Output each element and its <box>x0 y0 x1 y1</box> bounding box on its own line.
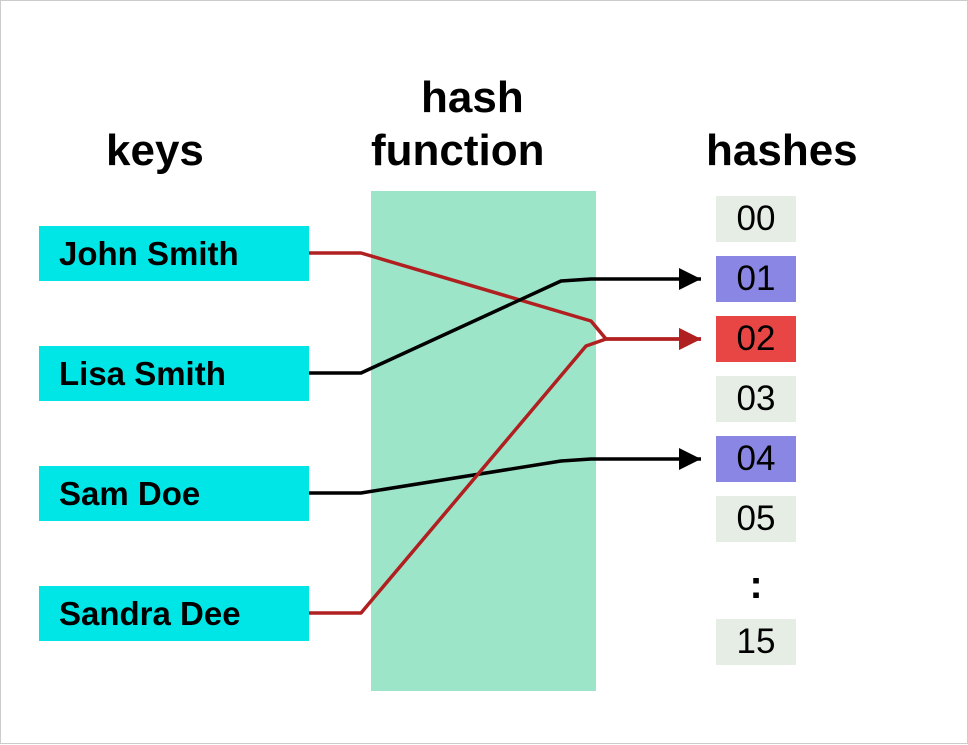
key-row-0: John Smith <box>39 226 309 281</box>
header-hashes: hashes <box>706 126 858 176</box>
header-keys: keys <box>106 126 204 176</box>
hash-label: 02 <box>737 319 776 359</box>
key-label: Lisa Smith <box>59 355 226 393</box>
header-func-1: hash <box>421 73 524 123</box>
hash-cell-5: 05 <box>716 496 796 542</box>
hash-label: 00 <box>737 199 776 239</box>
hash-cell-4: 04 <box>716 436 796 482</box>
hash-function-box <box>371 191 596 691</box>
hash-cell-2: 02 <box>716 316 796 362</box>
header-func-2: function <box>371 126 545 176</box>
key-row-3: Sandra Dee <box>39 586 309 641</box>
hash-label: 05 <box>737 499 776 539</box>
hash-label: 01 <box>737 259 776 299</box>
diagram-canvas: keys hash function hashes John Smith Lis… <box>0 0 968 744</box>
hash-label: 03 <box>737 379 776 419</box>
key-row-2: Sam Doe <box>39 466 309 521</box>
hash-cell-3: 03 <box>716 376 796 422</box>
hash-cell-last: 15 <box>716 619 796 665</box>
key-label: Sandra Dee <box>59 595 241 633</box>
hash-cell-0: 00 <box>716 196 796 242</box>
hash-ellipsis: : <box>716 563 796 608</box>
key-label: John Smith <box>59 235 239 273</box>
hash-label: 04 <box>737 439 776 479</box>
hash-cell-1: 01 <box>716 256 796 302</box>
key-row-1: Lisa Smith <box>39 346 309 401</box>
key-label: Sam Doe <box>59 475 200 513</box>
hash-label: 15 <box>737 622 776 662</box>
